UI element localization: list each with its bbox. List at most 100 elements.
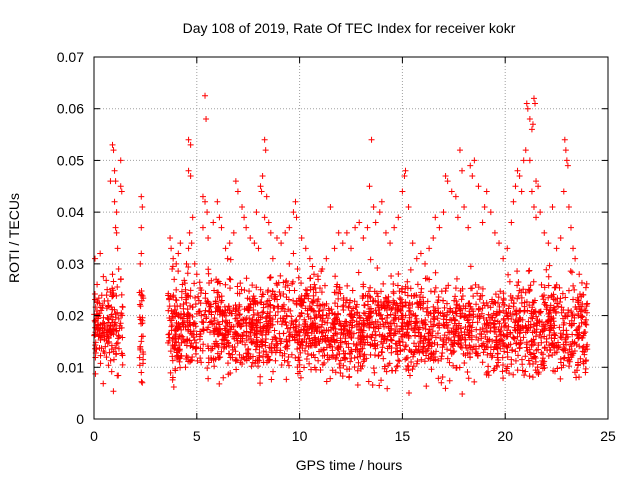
data-point [295, 357, 302, 364]
data-point [100, 273, 107, 280]
data-point [204, 365, 211, 372]
data-point [335, 295, 342, 302]
data-point [109, 141, 116, 148]
data-point [283, 376, 290, 383]
data-point [459, 167, 466, 174]
data-point [101, 298, 108, 305]
data-point [298, 235, 305, 241]
data-point [263, 351, 270, 358]
data-point [251, 240, 258, 247]
data-point [342, 355, 349, 362]
data-point [290, 297, 297, 304]
data-point [230, 333, 237, 340]
data-point [467, 285, 474, 292]
data-point [211, 287, 218, 294]
data-point [555, 342, 562, 349]
data-point [376, 382, 383, 389]
data-point [367, 310, 374, 317]
data-point [393, 363, 400, 370]
data-point [511, 335, 518, 342]
y-tick-label: 0.04 [57, 204, 84, 220]
data-point [236, 351, 243, 358]
data-point [119, 304, 126, 311]
data-point [422, 326, 429, 333]
data-point [492, 328, 499, 335]
data-point [269, 255, 276, 262]
data-point [528, 126, 535, 133]
data-point [256, 357, 263, 364]
data-point [303, 338, 310, 345]
data-point [366, 293, 373, 300]
data-point [118, 350, 125, 357]
data-point [552, 310, 559, 317]
data-point [428, 366, 435, 373]
data-point [211, 363, 218, 370]
data-point [575, 332, 582, 339]
data-point [479, 342, 486, 349]
data-point [236, 311, 243, 318]
data-point [110, 356, 117, 363]
data-point [423, 383, 430, 390]
data-point [562, 336, 569, 343]
data-point [522, 368, 529, 375]
data-point [399, 331, 406, 338]
data-point [267, 302, 274, 309]
data-point [528, 355, 535, 362]
data-point [334, 281, 341, 288]
data-point [523, 344, 530, 351]
data-point [111, 198, 118, 205]
data-point [473, 301, 480, 308]
data-point [232, 328, 239, 335]
data-point [549, 203, 556, 210]
data-point [573, 341, 580, 348]
data-point [332, 369, 339, 376]
data-point [564, 333, 571, 340]
data-point [303, 326, 310, 333]
data-point [515, 292, 522, 299]
data-point [319, 318, 326, 325]
data-point [583, 280, 590, 287]
data-point [118, 324, 125, 331]
data-point [240, 329, 247, 336]
data-point [540, 327, 547, 334]
data-point [170, 292, 177, 299]
data-point [404, 326, 411, 333]
data-point [322, 332, 329, 339]
data-point [367, 351, 374, 358]
data-point [359, 345, 366, 352]
data-point [211, 343, 218, 350]
data-point [204, 209, 211, 216]
data-point [424, 298, 431, 305]
data-point [514, 167, 521, 174]
data-point [514, 295, 521, 302]
data-point [465, 224, 472, 231]
data-point [93, 346, 100, 353]
data-point [407, 304, 414, 311]
data-point [165, 331, 172, 338]
data-point [419, 320, 426, 327]
data-point [533, 178, 540, 185]
data-point [335, 344, 342, 351]
data-point [515, 352, 522, 359]
data-point [298, 339, 305, 346]
data-point [211, 320, 218, 327]
data-point [375, 352, 382, 359]
data-point [257, 380, 264, 387]
data-point [286, 260, 293, 267]
data-point [565, 287, 572, 294]
data-point [305, 329, 312, 336]
data-point [331, 245, 338, 252]
data-point [380, 280, 387, 287]
data-point [285, 362, 292, 369]
data-point [97, 360, 104, 367]
data-point [224, 255, 231, 262]
data-point [411, 340, 418, 347]
data-point [539, 365, 546, 372]
data-point [479, 219, 486, 226]
data-point [324, 352, 331, 359]
data-point [169, 376, 176, 383]
data-point [484, 344, 491, 351]
data-point [329, 309, 336, 316]
data-point [230, 305, 237, 312]
data-point [306, 255, 313, 262]
